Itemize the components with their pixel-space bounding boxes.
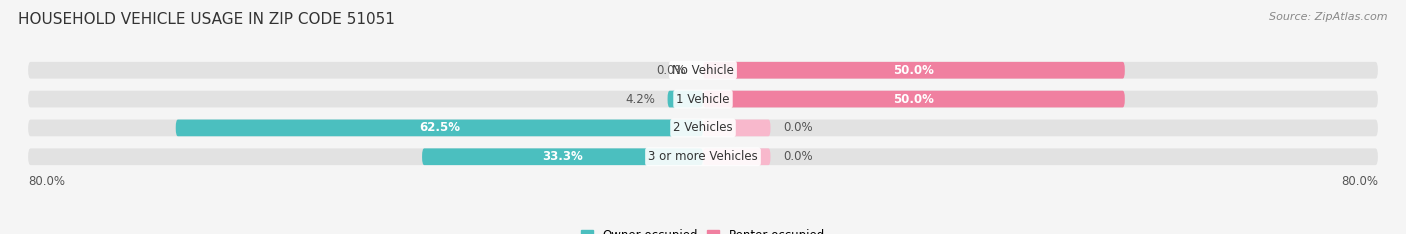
Text: 3 or more Vehicles: 3 or more Vehicles (648, 150, 758, 163)
Text: 80.0%: 80.0% (28, 175, 65, 188)
FancyBboxPatch shape (176, 120, 703, 136)
FancyBboxPatch shape (703, 120, 770, 136)
FancyBboxPatch shape (422, 148, 703, 165)
Text: 2 Vehicles: 2 Vehicles (673, 121, 733, 134)
Text: 50.0%: 50.0% (893, 64, 935, 77)
Text: 50.0%: 50.0% (893, 93, 935, 106)
Legend: Owner-occupied, Renter-occupied: Owner-occupied, Renter-occupied (576, 224, 830, 234)
Text: 62.5%: 62.5% (419, 121, 460, 134)
Text: 0.0%: 0.0% (783, 150, 813, 163)
FancyBboxPatch shape (703, 148, 770, 165)
Text: 0.0%: 0.0% (657, 64, 686, 77)
Text: HOUSEHOLD VEHICLE USAGE IN ZIP CODE 51051: HOUSEHOLD VEHICLE USAGE IN ZIP CODE 5105… (18, 12, 395, 27)
FancyBboxPatch shape (668, 91, 703, 107)
FancyBboxPatch shape (28, 148, 1378, 165)
FancyBboxPatch shape (28, 120, 1378, 136)
Text: No Vehicle: No Vehicle (672, 64, 734, 77)
Text: 4.2%: 4.2% (626, 93, 655, 106)
FancyBboxPatch shape (703, 62, 1125, 79)
FancyBboxPatch shape (703, 91, 1125, 107)
Text: 80.0%: 80.0% (1341, 175, 1378, 188)
Text: 33.3%: 33.3% (543, 150, 583, 163)
Text: 1 Vehicle: 1 Vehicle (676, 93, 730, 106)
Text: Source: ZipAtlas.com: Source: ZipAtlas.com (1270, 12, 1388, 22)
FancyBboxPatch shape (28, 62, 1378, 79)
FancyBboxPatch shape (28, 91, 1378, 107)
Text: 0.0%: 0.0% (783, 121, 813, 134)
